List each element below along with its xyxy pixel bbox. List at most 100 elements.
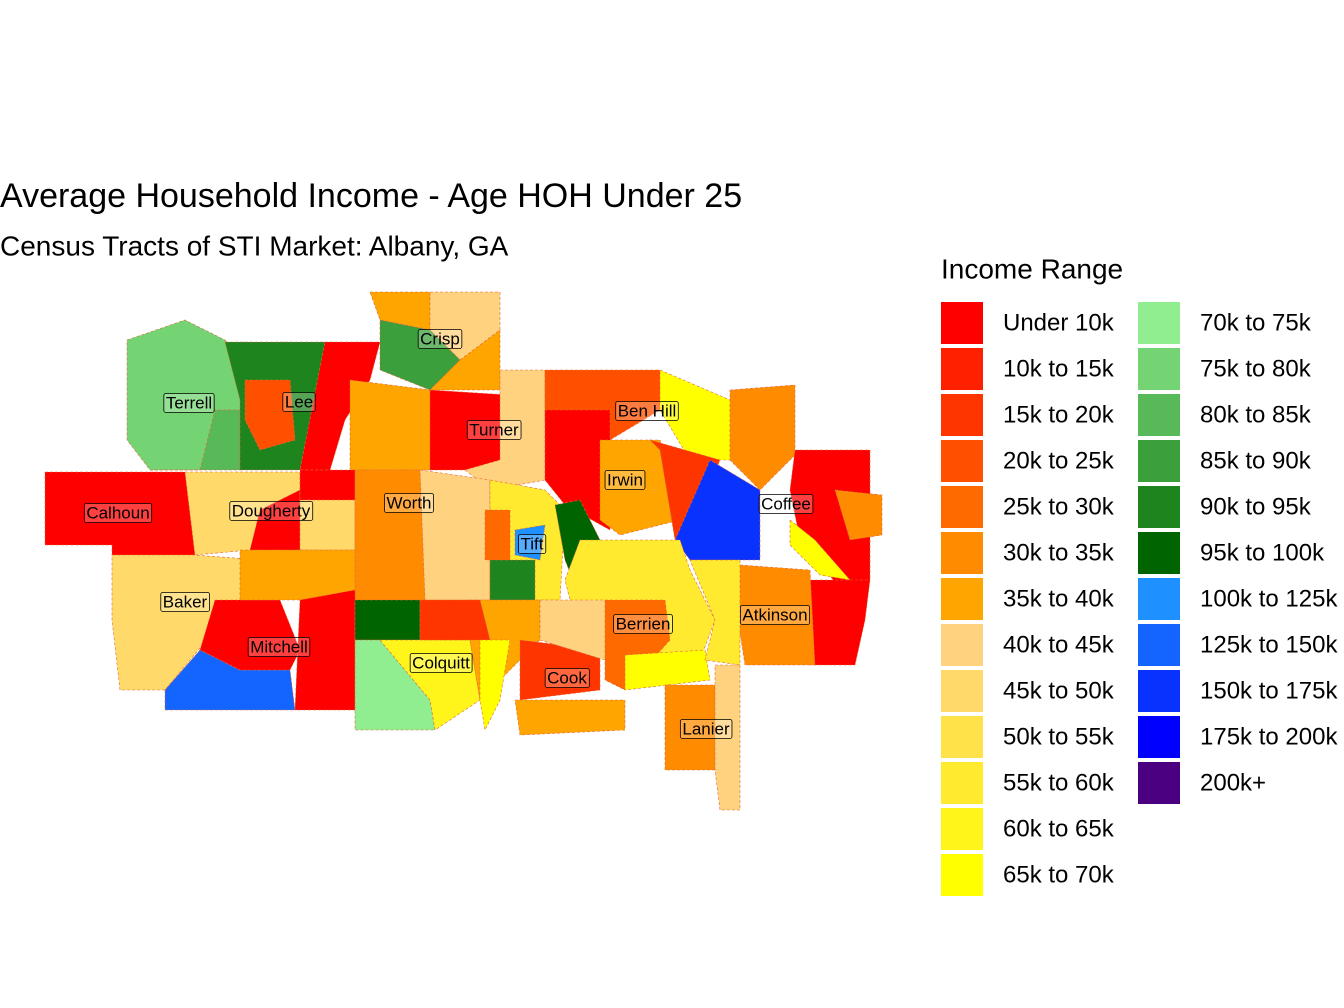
legend-swatch (941, 440, 983, 482)
county-label: Turner (466, 420, 522, 440)
county-name: Cook (547, 668, 587, 687)
legend-swatch (941, 808, 983, 850)
county-label: Worth (384, 493, 434, 513)
legend-swatch (1138, 532, 1180, 574)
county-name: Calhoun (86, 503, 149, 522)
county-labels: Terrell Lee Crisp Turner Ben Hill Irwin Coffee… (83, 329, 814, 739)
county-label-box (466, 420, 522, 440)
county-label: Dougherty (229, 501, 314, 521)
county-name: Colquitt (412, 653, 470, 672)
county-label: Terrell (163, 393, 215, 413)
legend-label: 45k to 50k (1003, 677, 1115, 704)
county-name: Berrien (616, 614, 671, 633)
county-label-box (160, 592, 210, 612)
county-name: Terrell (166, 393, 212, 412)
legend: Under 10k 10k to 15k 15k to 20k 20k to 25k 2… (941, 302, 1338, 896)
county-name: Ben Hill (618, 401, 677, 420)
county-name: Turner (469, 420, 519, 439)
legend-title: Income Range (941, 253, 1123, 284)
legend-swatch (941, 762, 983, 804)
legend-label: 25k to 30k (1003, 493, 1115, 520)
legend-label: 150k to 175k (1200, 677, 1338, 704)
legend-label: 35k to 40k (1003, 585, 1115, 612)
legend-swatch (941, 854, 983, 896)
legend-label: 15k to 20k (1003, 401, 1115, 428)
legend-swatch (1138, 394, 1180, 436)
county-name: Baker (163, 592, 208, 611)
legend-label: 30k to 35k (1003, 539, 1115, 566)
county-label-box (544, 668, 590, 688)
legend-label: 20k to 25k (1003, 447, 1115, 474)
legend-swatch (1138, 716, 1180, 758)
county-label: Lee (282, 392, 316, 412)
county-label: Colquitt (409, 653, 473, 673)
legend-label: 10k to 15k (1003, 355, 1115, 382)
legend-label: 65k to 70k (1003, 861, 1115, 888)
county-label-box (247, 637, 311, 657)
legend-label: 60k to 65k (1003, 815, 1115, 842)
county-label: Crisp (417, 329, 463, 349)
legend-swatch (941, 670, 983, 712)
legend-swatch (1138, 624, 1180, 666)
county-name: Tift (521, 534, 544, 553)
legend-swatch (941, 578, 983, 620)
legend-label: 50k to 55k (1003, 723, 1115, 750)
legend-label: 200k+ (1200, 769, 1266, 796)
legend-swatch (1138, 578, 1180, 620)
county-label-box (739, 605, 811, 625)
legend-swatch (1138, 440, 1180, 482)
county-label-box (758, 494, 814, 514)
county-label: Coffee (758, 494, 814, 514)
legend-label: 75k to 80k (1200, 355, 1312, 382)
county-label: Lanier (679, 719, 733, 739)
county-label-box (282, 392, 316, 412)
county-label-box (518, 534, 547, 554)
county-label-box (604, 470, 646, 490)
legend-label: 85k to 90k (1200, 447, 1312, 474)
legend-swatch (941, 532, 983, 574)
legend-label: 125k to 150k (1200, 631, 1338, 658)
county-name: Mitchell (250, 637, 308, 656)
county-label: Berrien (613, 614, 673, 634)
legend-swatch (1138, 348, 1180, 390)
legend-label: Under 10k (1003, 309, 1115, 336)
county-name: Irwin (607, 470, 643, 489)
county-name: Atkinson (742, 605, 807, 624)
county-name: Worth (386, 493, 431, 512)
county-name: Coffee (761, 494, 811, 513)
map-subtitle: Census Tracts of STI Market: Albany, GA (0, 230, 509, 261)
legend-label: 175k to 200k (1200, 723, 1338, 750)
legend-swatch (941, 302, 983, 344)
county-label: Atkinson (739, 605, 811, 625)
county-name: Lanier (682, 719, 730, 738)
county-label-box (163, 393, 215, 413)
county-label-box (409, 653, 473, 673)
legend-swatch (1138, 486, 1180, 528)
county-label: Cook (544, 668, 590, 688)
county-label-box (229, 501, 314, 521)
county-label-box (679, 719, 733, 739)
map-title: Average Household Income - Age HOH Under… (0, 177, 742, 215)
legend-label: 70k to 75k (1200, 309, 1312, 336)
legend-label: 80k to 85k (1200, 401, 1312, 428)
legend-swatch (941, 394, 983, 436)
county-label-box (417, 329, 463, 349)
legend-swatch (1138, 302, 1180, 344)
county-label: Calhoun (83, 503, 153, 523)
legend-swatch (941, 624, 983, 666)
county-label: Baker (160, 592, 210, 612)
map (44, 291, 883, 811)
legend-label: 90k to 95k (1200, 493, 1312, 520)
legend-label: 95k to 100k (1200, 539, 1325, 566)
legend-swatch (941, 716, 983, 758)
county-name: Dougherty (232, 501, 311, 520)
legend-label: 100k to 125k (1200, 585, 1338, 612)
legend-swatch (1138, 670, 1180, 712)
county-label-box (83, 503, 153, 523)
county-label-box (615, 401, 679, 421)
county-label: Ben Hill (615, 401, 679, 421)
legend-swatch (1138, 762, 1180, 804)
legend-swatch (941, 348, 983, 390)
county-label: Mitchell (247, 637, 311, 657)
